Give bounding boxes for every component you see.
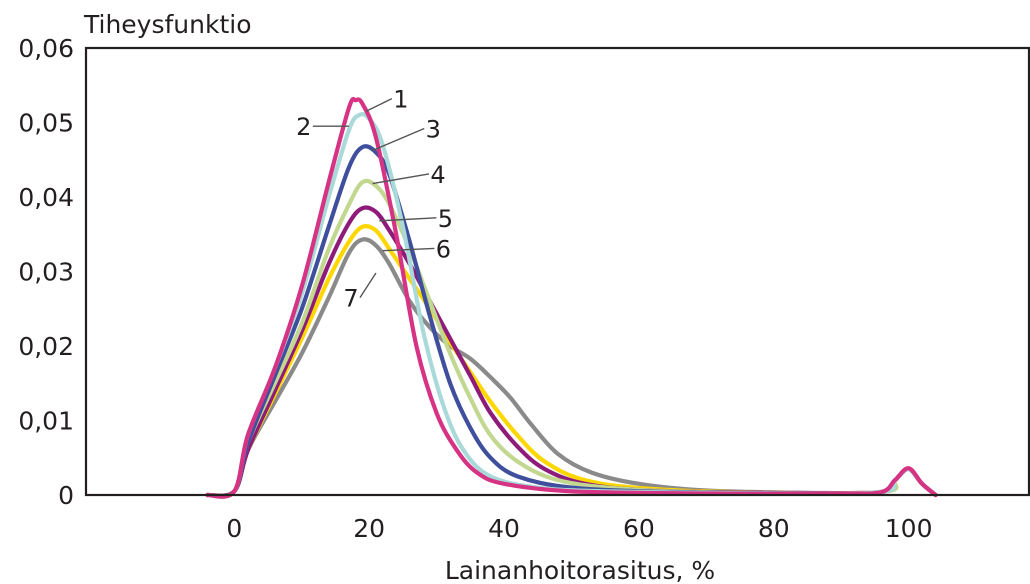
curve-label-5: 5: [438, 205, 453, 233]
y-tick-label: 0,01: [18, 407, 74, 436]
curve-label-leader: [371, 127, 425, 152]
x-tick-label: 0: [226, 514, 242, 543]
y-tick-label: 0,02: [18, 332, 74, 361]
curve-label-1: 1: [393, 86, 408, 114]
x-tick-label: 40: [488, 514, 520, 543]
ticks-layer: 0 20 40 60 80 100 0 0,01 0,02 0,03 0,04 0,05 0,06: [18, 34, 932, 543]
x-tick-label: 60: [623, 514, 655, 543]
y-axis-title: Tiheysfunktio: [83, 10, 252, 39]
curve-label-leader: [379, 217, 437, 222]
curve-labels: 1 2 3 4 56 7: [296, 86, 453, 313]
series-line-1: [205, 96, 938, 499]
y-tick-label: 0,03: [18, 258, 74, 287]
y-tick-label: 0,05: [18, 109, 74, 138]
curve-label-leader: [365, 98, 393, 112]
curve-label-leader: [359, 272, 377, 298]
curve-label-2: 2: [296, 113, 311, 141]
series-line-5: [205, 205, 938, 498]
curve-label-6: 6: [436, 235, 451, 263]
curve-label-3: 3: [426, 115, 441, 143]
curve-label-leader: [382, 247, 435, 252]
y-tick-label: 0,04: [18, 183, 74, 212]
curve-label-leader: [372, 173, 430, 185]
x-tick-label: 80: [758, 514, 790, 543]
series-layer: [205, 96, 938, 499]
curve-label-7: 7: [343, 285, 358, 313]
plot-frame: [84, 46, 1030, 497]
x-axis-title: Lainanhoitorasitus, %: [445, 556, 715, 584]
curve-label-4: 4: [430, 161, 445, 189]
y-tick-label: 0,06: [18, 34, 74, 63]
x-tick-label: 20: [353, 514, 385, 543]
y-tick-label: 0: [58, 481, 74, 510]
x-tick-label: 100: [885, 514, 933, 543]
